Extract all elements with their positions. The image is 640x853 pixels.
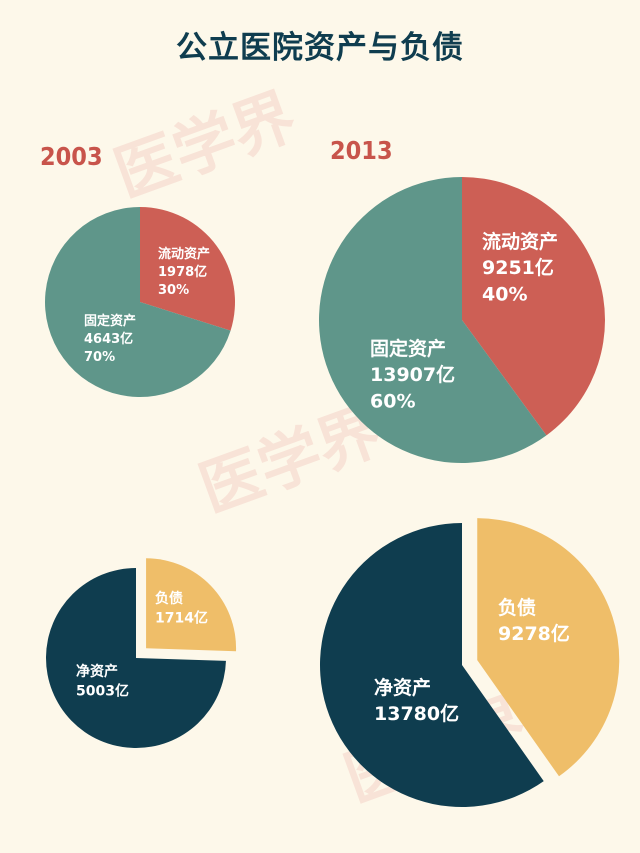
pie-slice-fixed-assets [318, 177, 547, 464]
slice-value-label: 9251亿 [482, 256, 554, 279]
slice-percent-label: 30% [158, 283, 189, 298]
year-2003-label: 2003 [40, 142, 103, 171]
slice-label: 流动资产 [158, 246, 210, 262]
slice-value-label: 13780亿 [374, 702, 459, 725]
slice-label: 流动资产 [482, 230, 558, 253]
slice-value-label: 1978亿 [158, 264, 207, 280]
page-title: 公立医院资产与负债 [176, 30, 464, 66]
pie-slice-liabilities [146, 558, 237, 652]
slice-percent-label: 70% [84, 350, 115, 365]
slice-percent-label: 40% [482, 283, 527, 305]
slice-label: 负债 [498, 596, 536, 619]
slice-value-label: 13907亿 [370, 363, 455, 386]
slice-percent-label: 60% [370, 390, 415, 412]
slice-value-label: 5003亿 [76, 682, 129, 699]
slice-label: 固定资产 [84, 313, 136, 329]
pie-slice-net-assets [46, 568, 226, 749]
pie-slice-current-assets [462, 177, 605, 436]
slice-label: 固定资产 [370, 337, 446, 360]
slice-label: 净资产 [76, 663, 118, 680]
slice-value-label: 1714亿 [155, 609, 208, 626]
slice-label: 负债 [155, 590, 183, 607]
slice-label: 净资产 [374, 676, 431, 699]
pie-slice-fixed-assets [45, 207, 231, 398]
pie-slice-net-assets [320, 523, 544, 807]
slice-value-label: 9278亿 [498, 622, 570, 645]
pie-slice-liabilities [477, 518, 620, 777]
pie-slice-current-assets [140, 207, 236, 331]
year-2013-label: 2013 [330, 136, 393, 165]
slice-value-label: 4643亿 [84, 331, 133, 347]
